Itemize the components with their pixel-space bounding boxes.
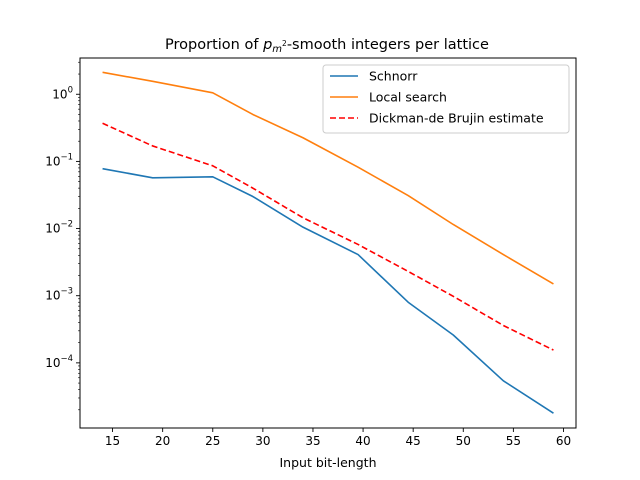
- series-line-1: [102, 71, 554, 285]
- legend-box: [322, 64, 570, 134]
- y-tick-label-exponent: −4: [60, 354, 73, 364]
- y-tick-label: 10−3: [45, 287, 73, 303]
- y-tick-label-exponent: −3: [60, 287, 73, 297]
- x-axis-label: Input bit-length: [279, 455, 376, 470]
- y-tick-label: 10−4: [45, 354, 73, 370]
- legend-label: Dickman-de Brujin estimate: [369, 111, 544, 126]
- axes-frame: [79, 57, 577, 429]
- x-tick-label: 60: [556, 434, 571, 448]
- x-tick-label: 50: [456, 434, 471, 448]
- chart-title-math-sup: 2: [282, 39, 287, 48]
- y-tick-label-exponent: −1: [60, 152, 73, 162]
- chart-title-suffix: -smooth integers per lattice: [287, 37, 489, 53]
- x-axis: 15 20 25 30 35 40 45 50 55 60: [105, 428, 571, 448]
- series-line-2: [102, 122, 554, 351]
- y-tick-label: 10−1: [45, 152, 73, 168]
- y-tick-label-base: 10: [45, 356, 60, 370]
- legend-label: Schnorr: [369, 69, 418, 84]
- y-tick-label-exponent: 0: [68, 85, 73, 95]
- y-tick-label-base: 10: [45, 154, 60, 168]
- chart-title-math-sub: m: [272, 44, 282, 55]
- x-tick-label: 55: [506, 434, 521, 448]
- x-tick-label: 15: [105, 434, 120, 448]
- x-tick-label: 35: [305, 434, 320, 448]
- series-line-0: [102, 167, 554, 414]
- chart-title: Proportion of pm2-smooth integers per la…: [165, 37, 489, 55]
- y-tick-label-base: 10: [52, 87, 67, 101]
- y-tick-label-base: 10: [45, 222, 60, 236]
- x-tick-label: 40: [355, 434, 370, 448]
- legend: Schnorr Local search Dickman-de Brujin est…: [322, 64, 570, 134]
- x-tick-label: 45: [406, 434, 421, 448]
- y-tick-label-exponent: −2: [60, 220, 73, 230]
- chart-title-prefix: Proportion of: [165, 37, 263, 53]
- y-tick-label: 10−2: [45, 220, 73, 236]
- y-tick-label-base: 10: [45, 289, 60, 303]
- series-layer: [102, 71, 554, 414]
- x-tick-label: 20: [155, 434, 170, 448]
- x-tick-label: 25: [205, 434, 220, 448]
- y-tick-label: 100: [52, 85, 73, 101]
- chart-title-math-base: p: [262, 37, 272, 53]
- x-tick-label: 30: [255, 434, 270, 448]
- legend-label: Local search: [369, 90, 447, 105]
